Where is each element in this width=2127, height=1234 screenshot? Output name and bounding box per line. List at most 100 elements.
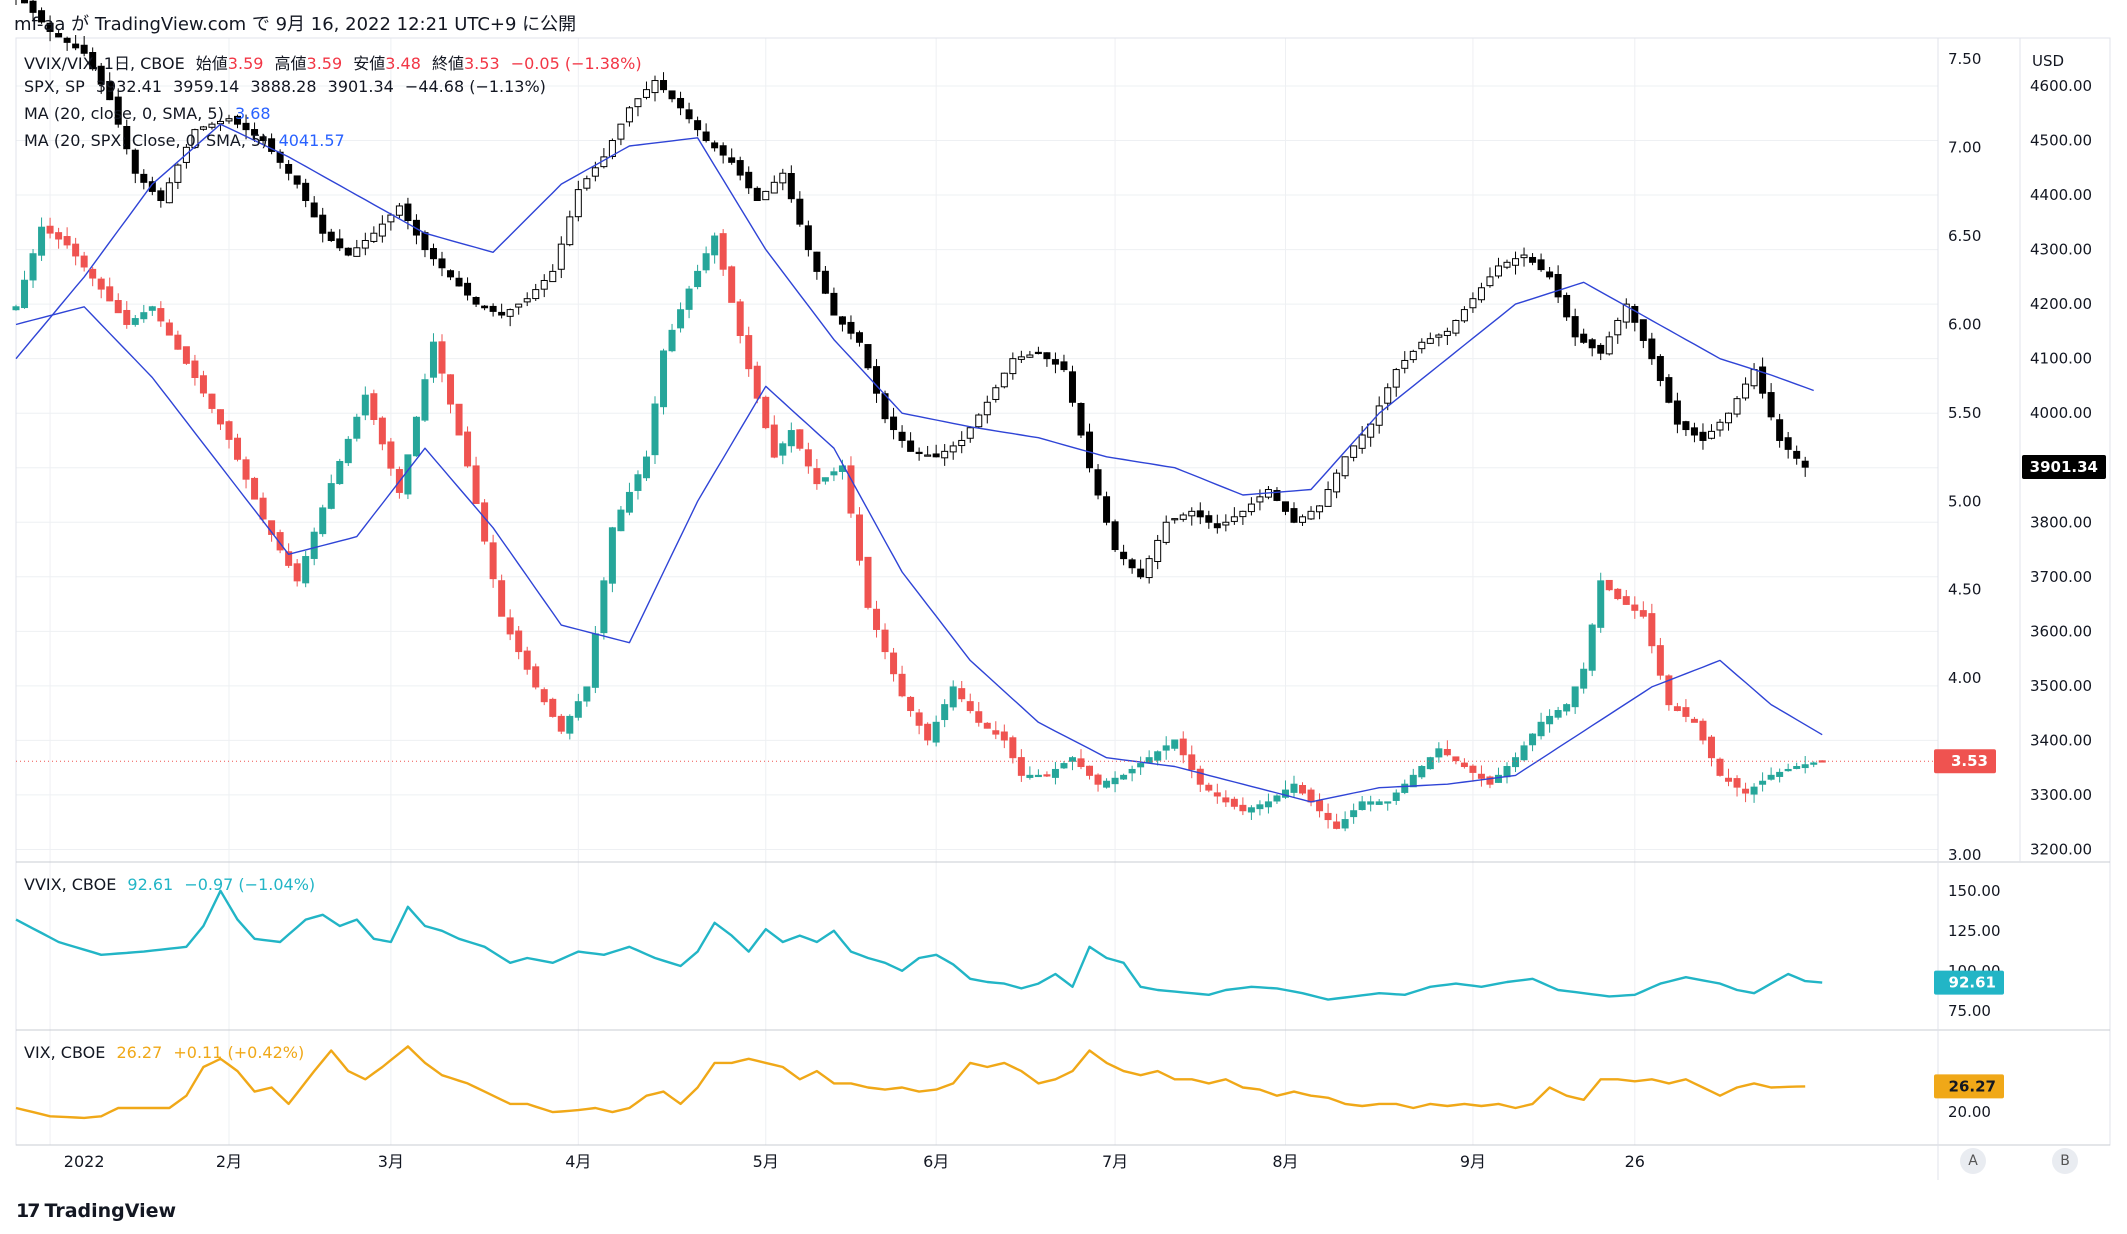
ratio-candle <box>1341 819 1349 829</box>
legend-ma2[interactable]: MA (20, SPX: Close, 0, SMA, 5) 4041.57 <box>24 131 351 150</box>
legend-vvix[interactable]: VVIX, CBOE 92.61 −0.97 (−1.04%) <box>24 875 321 894</box>
legend-close-value: 3.53 <box>464 54 500 73</box>
tradingview-brand: TradingView <box>44 1200 177 1222</box>
ratio-candle <box>660 350 668 408</box>
ratio-candle <box>1810 762 1818 765</box>
spx-candle <box>1503 261 1511 268</box>
ratio-candle <box>1503 766 1511 778</box>
legend-vvix-label: VVIX, CBOE <box>24 875 117 894</box>
scale-mode-button[interactable]: B <box>2052 1148 2078 1174</box>
spx-candle <box>404 203 412 222</box>
legend-vix[interactable]: VIX, CBOE 26.27 +0.11 (+0.42%) <box>24 1043 310 1062</box>
time-tick-label: 2022 <box>64 1152 105 1171</box>
ratio-candle <box>489 542 497 580</box>
ratio-candle <box>55 232 63 240</box>
spx-candle <box>915 451 923 455</box>
ratio-candle <box>1477 773 1485 779</box>
vix-tick-label: 20.00 <box>1948 1103 1991 1121</box>
spx-candle <box>779 172 787 184</box>
ratio-candle <box>506 617 514 635</box>
spx-candle <box>302 182 310 202</box>
spx-ma-line <box>15 123 1814 496</box>
spx-candle <box>873 366 881 394</box>
ratio-candle <box>1162 745 1170 751</box>
spx-candle <box>1793 450 1801 459</box>
vix-last-tag: 26.27 <box>1934 1074 2004 1099</box>
ratio-candle <box>1392 792 1400 801</box>
ratio-candle <box>1017 757 1025 776</box>
spx-candle <box>1341 456 1349 477</box>
spx-candle <box>293 175 301 185</box>
spx-candle <box>55 33 63 38</box>
spx-candle <box>958 439 966 447</box>
spx-candle <box>1137 568 1145 578</box>
spx-candle <box>259 136 267 142</box>
ratio-candle <box>199 375 207 394</box>
spx-candle <box>165 182 173 204</box>
spx-candle <box>89 52 97 70</box>
ratio-candle <box>1742 788 1750 794</box>
legend-spx-open: 3932.41 <box>95 77 163 96</box>
spx-last-price-tag-bg <box>2022 454 2106 479</box>
legend-vix-change: +0.11 (+0.42%) <box>173 1043 305 1062</box>
ratio-candle <box>1494 774 1502 783</box>
ratio-candle <box>983 722 991 729</box>
spx-candle <box>966 427 974 439</box>
spx-candle <box>677 97 685 109</box>
ratio-candle <box>549 698 557 717</box>
legend-vvix-change: −0.97 (−1.04%) <box>184 875 316 894</box>
spx-candle <box>429 248 437 260</box>
ratio-candle <box>1188 754 1196 770</box>
spx-candle <box>1086 431 1094 469</box>
ratio-candle <box>404 454 412 495</box>
spx-candle <box>327 231 335 242</box>
ratio-candle <box>523 650 531 670</box>
legend-ma1[interactable]: MA (20, close, 0, SMA, 5) 3.68 <box>24 104 277 123</box>
ratio-candle <box>1554 710 1562 718</box>
ratio-candle <box>1103 780 1111 788</box>
ratio-candle <box>1051 768 1059 778</box>
spx-candle <box>157 190 165 202</box>
ratio-candle <box>1563 704 1571 712</box>
spx-tick-label: 4500.00 <box>2030 132 2092 150</box>
spx-candle <box>1699 431 1707 441</box>
spx-candle <box>336 238 344 249</box>
spx-candle <box>63 37 71 43</box>
ratio-candle <box>310 531 318 559</box>
ratio-candle <box>1026 774 1034 778</box>
spx-candle <box>702 131 710 142</box>
ratio-candle <box>1094 774 1102 785</box>
ratio-candle <box>319 507 327 535</box>
legend-low-value: 3.48 <box>385 54 421 73</box>
spx-candle <box>1179 514 1187 520</box>
ratio-candle <box>327 483 335 509</box>
spx-candle <box>566 216 574 246</box>
spx-candle <box>1256 496 1264 503</box>
ratio-candle <box>1486 776 1494 785</box>
ratio-candle <box>813 468 821 485</box>
ratio-candle <box>1443 748 1451 756</box>
ratio-candle <box>762 396 770 429</box>
ratio-candle <box>779 443 787 456</box>
tradingview-logo[interactable]: 17 TradingView <box>16 1200 176 1222</box>
legend-open-value: 3.59 <box>227 54 264 73</box>
ratio-candle <box>770 424 778 458</box>
spx-candle <box>1017 356 1025 360</box>
spx-candle <box>864 344 872 369</box>
spx-candle <box>1154 539 1162 562</box>
spx-candle <box>898 431 906 441</box>
legend-main[interactable]: VVIX/VIX, 1日, CBOE 始値3.59 高値3.59 安値3.48 … <box>24 50 648 74</box>
spx-candle <box>804 225 812 251</box>
spx-candle <box>1690 427 1698 436</box>
ratio-candle <box>1358 801 1366 811</box>
spx-tick-label: 3600.00 <box>2030 622 2092 640</box>
legend-spx-high: 3959.14 <box>173 77 240 96</box>
ratio-candle <box>302 556 310 584</box>
spx-candle <box>1588 339 1596 349</box>
vvix-vix-ma-line <box>15 306 1823 803</box>
auto-scale-button[interactable]: A <box>1960 1148 1986 1174</box>
ratio-candle <box>148 306 156 311</box>
legend-spx[interactable]: SPX, SP 3932.41 3959.14 3888.28 3901.34 … <box>24 77 552 96</box>
ratio-candle <box>97 278 105 290</box>
